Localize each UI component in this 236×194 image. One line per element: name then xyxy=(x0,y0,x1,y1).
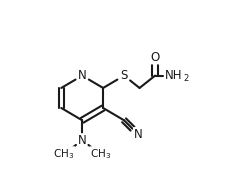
Text: N: N xyxy=(78,134,87,147)
Text: N: N xyxy=(134,128,142,141)
Text: 2: 2 xyxy=(183,74,188,83)
Text: N: N xyxy=(78,69,87,82)
Text: S: S xyxy=(120,69,128,82)
Text: NH: NH xyxy=(165,69,182,82)
Text: O: O xyxy=(150,51,160,64)
Text: CH$_3$: CH$_3$ xyxy=(90,147,111,161)
Text: CH$_3$: CH$_3$ xyxy=(53,147,74,161)
